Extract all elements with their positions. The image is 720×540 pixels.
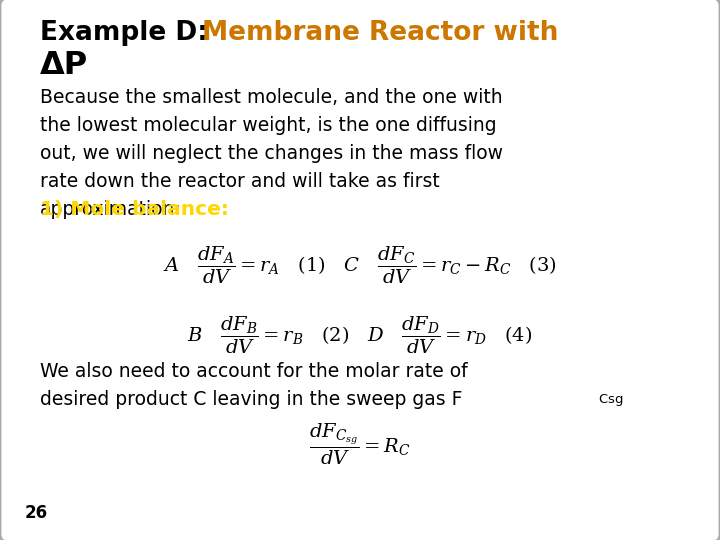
Text: Example D:: Example D:	[40, 20, 217, 46]
Text: ΔP: ΔP	[40, 50, 89, 81]
Text: $\dfrac{dF_{C_{sg}}}{dV} = R_C$: $\dfrac{dF_{C_{sg}}}{dV} = R_C$	[310, 422, 410, 467]
Text: rate down the reactor and will take as first: rate down the reactor and will take as f…	[40, 172, 440, 191]
Text: approximation:: approximation:	[40, 200, 181, 219]
Text: $_{\mathregular{Csg}}$: $_{\mathregular{Csg}}$	[598, 390, 624, 409]
Text: out, we will neglect the changes in the mass flow: out, we will neglect the changes in the …	[40, 144, 503, 163]
Text: Because the smallest molecule, and the one with: Because the smallest molecule, and the o…	[40, 88, 503, 107]
Text: desired product C leaving in the sweep gas F: desired product C leaving in the sweep g…	[40, 390, 462, 409]
Text: 26: 26	[25, 504, 48, 522]
Text: Membrane Reactor with: Membrane Reactor with	[202, 20, 559, 46]
Text: $A\quad\dfrac{dF_A}{dV} = r_A \quad (1) \quad C \quad\dfrac{dF_C}{dV} = r_C - R_: $A\quad\dfrac{dF_A}{dV} = r_A \quad (1) …	[163, 245, 557, 286]
Text: the lowest molecular weight, is the one diffusing: the lowest molecular weight, is the one …	[40, 116, 497, 135]
Text: We also need to account for the molar rate of: We also need to account for the molar ra…	[40, 362, 467, 381]
Text: 1) Mole balance:: 1) Mole balance:	[40, 200, 229, 219]
Text: $B\quad\dfrac{dF_B}{dV} = r_B \quad (2) \quad D \quad\dfrac{dF_D}{dV} = r_D \qua: $B\quad\dfrac{dF_B}{dV} = r_B \quad (2) …	[187, 315, 533, 356]
